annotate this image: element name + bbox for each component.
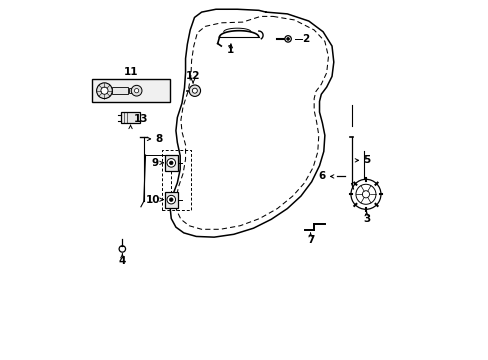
Text: 13: 13 <box>134 114 148 124</box>
Text: 10: 10 <box>146 195 161 204</box>
Bar <box>164 155 177 171</box>
Circle shape <box>169 161 173 165</box>
Circle shape <box>131 85 142 96</box>
Circle shape <box>134 89 139 93</box>
Text: 3: 3 <box>362 213 369 224</box>
Text: 11: 11 <box>123 67 138 77</box>
Circle shape <box>119 246 125 252</box>
Circle shape <box>350 179 380 209</box>
Circle shape <box>166 195 175 204</box>
Bar <box>128 88 133 93</box>
Text: 2: 2 <box>302 34 309 44</box>
Circle shape <box>189 85 200 96</box>
Text: 4: 4 <box>119 256 126 266</box>
Circle shape <box>192 88 197 93</box>
Text: 1: 1 <box>227 45 234 55</box>
Circle shape <box>101 87 108 94</box>
Bar <box>112 87 128 94</box>
Circle shape <box>169 198 173 202</box>
Circle shape <box>166 158 175 167</box>
Circle shape <box>286 37 289 40</box>
Text: 7: 7 <box>306 235 314 246</box>
Circle shape <box>355 184 375 204</box>
Text: 6: 6 <box>318 171 325 181</box>
Circle shape <box>285 36 291 42</box>
Circle shape <box>362 191 369 198</box>
Bar <box>121 112 140 123</box>
Circle shape <box>97 83 112 99</box>
Text: 9: 9 <box>152 158 159 168</box>
Text: 5: 5 <box>362 156 369 165</box>
Text: 8: 8 <box>155 134 162 144</box>
FancyBboxPatch shape <box>92 79 170 102</box>
Text: 12: 12 <box>185 71 200 81</box>
Bar <box>164 192 177 207</box>
